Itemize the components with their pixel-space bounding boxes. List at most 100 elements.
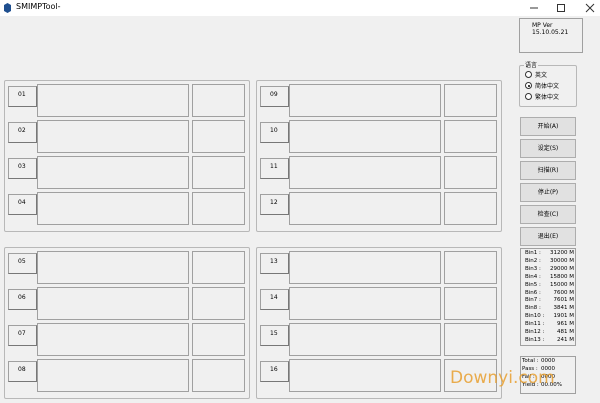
bin-label: Bin2 :: [525, 257, 541, 264]
bin-label: Bin12 :: [525, 329, 545, 335]
port-button[interactable]: 06: [8, 289, 37, 310]
bin-label: Bin1 :: [525, 250, 541, 256]
port-capacity: [444, 287, 497, 320]
port-capacity: [192, 359, 245, 392]
port-status: [289, 323, 441, 356]
radio-label[interactable]: 简体中文: [535, 83, 560, 90]
bin-value: 241 M: [557, 336, 574, 343]
port-status: [37, 156, 189, 189]
port-capacity: [444, 192, 497, 225]
bin-label: Bin8 :: [525, 305, 541, 312]
port-status: [37, 323, 189, 356]
radio-label[interactable]: 英文: [535, 72, 548, 79]
port-capacity: [192, 156, 245, 189]
stat-value: 00.00%: [541, 382, 562, 388]
action-button[interactable]: 检查(C): [520, 205, 576, 224]
port-button[interactable]: 04: [8, 194, 37, 215]
port-capacity: [192, 323, 245, 356]
stats-box: [520, 356, 576, 394]
port-button[interactable]: 02: [8, 122, 37, 143]
port-status: [289, 84, 441, 117]
bin-value: 7601 M: [553, 297, 575, 304]
port-status: [289, 287, 441, 320]
bin-label: Bin3 :: [525, 265, 541, 272]
port-status: [37, 287, 189, 320]
bin-label: Bin5 :: [525, 281, 541, 288]
action-button[interactable]: 退出(E): [520, 227, 576, 246]
port-status: [37, 192, 189, 225]
action-button[interactable]: 停止(P): [520, 183, 576, 202]
action-button[interactable]: 扫描(R): [520, 161, 576, 180]
port-status: [289, 192, 441, 225]
port-group: [4, 247, 250, 399]
bin-value: 961 M: [557, 321, 574, 328]
bin-value: 29000 M: [550, 265, 574, 272]
stat-value: 0000: [541, 374, 555, 380]
port-button[interactable]: 15: [260, 325, 289, 346]
port-button[interactable]: 01: [8, 86, 37, 107]
port-status: [289, 156, 441, 189]
port-button[interactable]: 10: [260, 122, 289, 143]
bin-value: 15800 M: [550, 273, 574, 280]
port-button[interactable]: 03: [8, 158, 37, 179]
bin-label: Bin6 :: [525, 289, 541, 296]
stat-label: Total :: [522, 358, 539, 364]
radio[interactable]: [525, 71, 532, 78]
port-capacity: [192, 84, 245, 117]
window-title: SMIMPTool-: [16, 2, 61, 11]
port-button[interactable]: 16: [260, 361, 289, 382]
bin-value: 3841 M: [553, 305, 575, 312]
bin-label: Bin7 :: [525, 297, 541, 304]
port-button[interactable]: 11: [260, 158, 289, 179]
bin-label: Bin4 :: [525, 273, 541, 280]
port-button[interactable]: 12: [260, 194, 289, 215]
window-controls[interactable]: [530, 3, 595, 13]
bin-value: 481 M: [557, 329, 574, 335]
port-status: [289, 120, 441, 153]
language-title: 语言: [524, 60, 539, 69]
port-capacity: [444, 359, 497, 392]
port-button[interactable]: 08: [8, 361, 37, 382]
action-button[interactable]: 设定(S): [520, 139, 576, 158]
port-capacity: [444, 156, 497, 189]
port-button[interactable]: 09: [260, 86, 289, 107]
port-button[interactable]: 14: [260, 289, 289, 310]
port-capacity: [192, 251, 245, 284]
port-button[interactable]: 13: [260, 253, 289, 274]
bin-label: Bin10 :: [525, 313, 545, 320]
port-group: [256, 247, 502, 399]
port-capacity: [192, 120, 245, 153]
stat-label: Fail :: [522, 374, 535, 380]
radio-label[interactable]: 繁体中文: [535, 94, 560, 101]
stat-label: Yield :: [522, 382, 539, 388]
port-capacity: [444, 323, 497, 356]
port-group: [256, 80, 502, 232]
port-button[interactable]: 07: [8, 325, 37, 346]
bin-list: [520, 248, 576, 346]
port-capacity: [444, 251, 497, 284]
bin-value: 7600 M: [553, 289, 575, 296]
port-status: [37, 359, 189, 392]
port-capacity: [192, 287, 245, 320]
port-status: [37, 120, 189, 153]
bin-label: Bin11 :: [525, 321, 545, 328]
port-group: [4, 80, 250, 232]
bin-value: 31200 M: [550, 250, 574, 256]
title-bar: SMIMPTool-: [0, 0, 600, 16]
version-text: MP Ver 15.10.05.21: [532, 22, 569, 36]
stat-label: Pass :: [522, 366, 538, 372]
port-status: [37, 251, 189, 284]
watermark: Downyi.com: [450, 368, 555, 388]
port-status: [289, 251, 441, 284]
radio[interactable]: [525, 93, 532, 100]
language-group: [519, 65, 577, 107]
bin-value: 1901 M: [553, 313, 575, 320]
radio[interactable]: [525, 82, 532, 89]
port-status: [289, 359, 441, 392]
app-icon: [4, 3, 11, 13]
action-button[interactable]: 开始(A): [520, 117, 576, 136]
port-capacity: [444, 120, 497, 153]
port-capacity: [192, 192, 245, 225]
port-button[interactable]: 05: [8, 253, 37, 274]
